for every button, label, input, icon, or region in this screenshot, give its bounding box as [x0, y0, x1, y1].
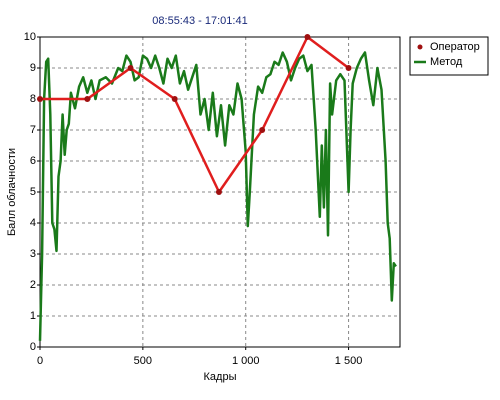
chart-title: 08:55:43 - 17:01:41: [152, 15, 247, 27]
series-line: [40, 35, 350, 194]
x-tick-label: 500: [134, 355, 152, 367]
y-axis-label: Балл облачности: [6, 148, 18, 236]
point-marker: [304, 34, 311, 40]
legend-label: Метод: [430, 56, 463, 68]
point-marker: [215, 189, 222, 195]
y-tick-label: 7: [30, 124, 36, 136]
point-marker: [345, 65, 352, 71]
y-tick-label: 8: [30, 93, 36, 105]
y-tick-label: 0: [30, 341, 36, 353]
point-marker: [127, 65, 134, 71]
y-tick-label: 3: [30, 248, 36, 260]
x-axis-label: Кадры: [204, 371, 237, 383]
point-marker: [84, 96, 91, 102]
legend-marker: [417, 44, 423, 50]
legend-box: [409, 36, 489, 76]
plot-frame: [39, 36, 401, 348]
x-tick-label: 0: [37, 355, 43, 367]
legend-label: Оператор: [430, 41, 480, 53]
y-tick-label: 9: [30, 62, 36, 74]
point-marker: [259, 127, 266, 133]
point-marker: [171, 96, 178, 102]
y-tick-label: 10: [24, 31, 36, 43]
y-tick-label: 4: [30, 217, 36, 229]
y-tick-label: 2: [30, 279, 36, 291]
y-tick-label: 6: [30, 155, 36, 167]
y-tick-label: 5: [30, 186, 36, 198]
series-line: [38, 51, 397, 341]
y-tick-label: 1: [30, 310, 36, 322]
x-tick-label: 1 500: [335, 355, 363, 367]
point-marker: [37, 96, 43, 102]
x-tick-label: 1 000: [232, 355, 260, 367]
